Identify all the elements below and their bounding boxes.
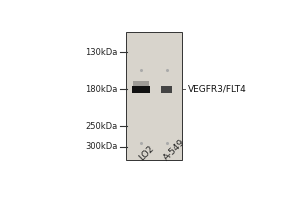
Bar: [161, 86, 172, 93]
Text: 300kDa: 300kDa: [85, 142, 118, 151]
Text: VEGFR3/FLT4: VEGFR3/FLT4: [188, 85, 246, 94]
Text: 250kDa: 250kDa: [85, 122, 118, 131]
Text: A-549: A-549: [162, 138, 187, 163]
Text: 130kDa: 130kDa: [85, 48, 118, 57]
Text: 180kDa: 180kDa: [85, 85, 118, 94]
Bar: [134, 81, 148, 86]
Text: LO2: LO2: [137, 144, 156, 163]
Bar: [132, 86, 150, 93]
Bar: [126, 32, 182, 160]
